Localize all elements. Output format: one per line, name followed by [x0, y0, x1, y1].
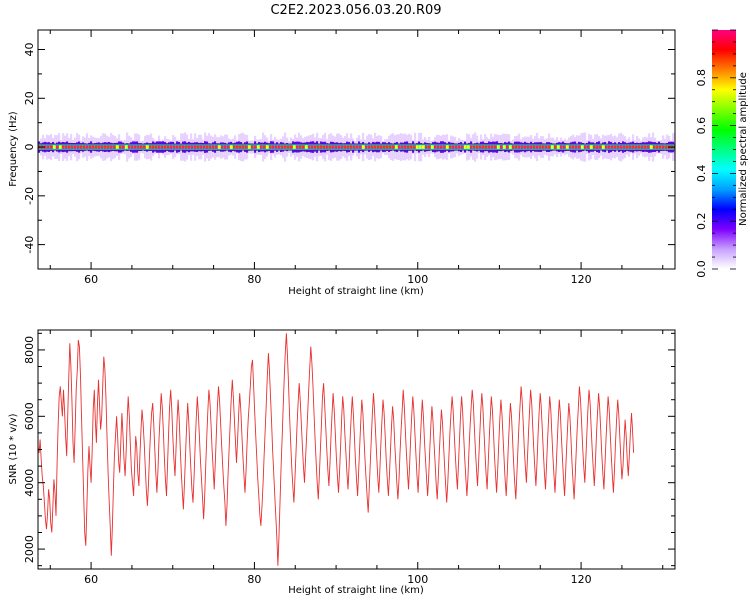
y-tick-label: 4000	[23, 469, 36, 497]
colorbar-tick-label: 0.6	[695, 117, 708, 135]
y-tick-label: 0	[23, 144, 36, 151]
x-tick-label: 100	[407, 573, 428, 586]
x-tick-label: 80	[247, 573, 261, 586]
y-tick-label: -20	[23, 187, 36, 205]
colorbar-tick-label: 0.8	[695, 69, 708, 87]
x-tick-label: 100	[407, 273, 428, 286]
colorbar-tick-label: 0.0	[695, 260, 708, 278]
x-tick-label: 60	[84, 573, 98, 586]
colorbar-ticks: 0.0 0.2 0.4 0.6 0.8	[695, 29, 736, 278]
snr-x-label: Height of straight line (km)	[288, 585, 424, 596]
snr-ticks: 60 80 100 120 2000 4000 6000 8000	[23, 330, 675, 586]
spectrogram-band	[38, 132, 675, 162]
y-tick-label: -40	[23, 236, 36, 254]
figure-title: C2E2.2023.056.03.20.R09	[270, 3, 441, 18]
y-tick-label: 6000	[23, 402, 36, 430]
colorbar-tick-label: 0.4	[695, 165, 708, 183]
x-tick-label: 80	[247, 273, 261, 286]
spectrogram-ticks: 60 80 100 120 40 20 0 -20 -40	[23, 30, 675, 286]
snr-panel: 60 80 100 120 2000 4000 6000 8000 Height of str…	[8, 329, 676, 596]
snr-frame	[37, 329, 676, 570]
x-tick-label: 120	[571, 573, 592, 586]
x-tick-label: 120	[571, 273, 592, 286]
y-tick-label: 20	[23, 91, 36, 105]
y-tick-label: 8000	[23, 336, 36, 364]
colorbar-tick-label: 0.2	[695, 212, 708, 230]
colorbar: 0.0 0.2 0.4 0.6 0.8 Normalized spectral ampl…	[695, 29, 749, 278]
y-tick-label: 2000	[23, 535, 36, 563]
spectrogram-panel: 60 80 100 120 40 20 0 -20 -40 Height of straight…	[8, 29, 676, 297]
snr-background	[38, 330, 675, 569]
colorbar-label: Normalized spectral amplitude	[738, 72, 749, 226]
snr-series-line	[38, 333, 635, 566]
spectrogram-x-label: Height of straight line (km)	[288, 286, 424, 297]
y-tick-label: 40	[23, 43, 36, 57]
spectrogram-frame	[37, 29, 676, 270]
colorbar-gradient	[712, 30, 736, 269]
snr-y-label: SNR (10 * v/v)	[8, 413, 19, 484]
x-tick-label: 60	[84, 273, 98, 286]
spectrogram-y-label: Frequency (Hz)	[8, 111, 19, 187]
